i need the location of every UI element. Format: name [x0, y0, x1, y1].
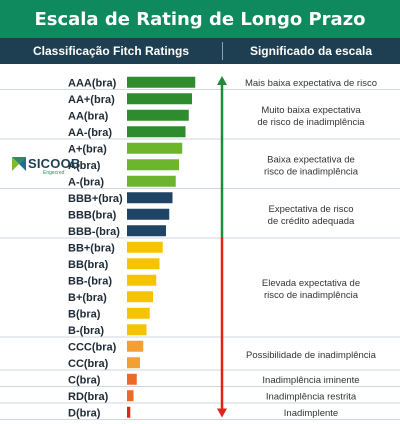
meaning-label: Inadimplência restrita: [266, 391, 357, 402]
sicoob-logo-subtitle: Engecred: [43, 170, 65, 176]
rating-bar: [127, 159, 179, 171]
meaning-label: de crédito adequada: [268, 216, 355, 227]
rating-label: B(bra): [68, 308, 101, 320]
rating-label: BBB-(bra): [68, 226, 120, 238]
arrow-down-icon: [217, 408, 227, 418]
meaning-label: Elevada expectativa de: [262, 278, 360, 289]
rating-label: D(bra): [68, 407, 101, 419]
rating-label: AAA(bra): [68, 77, 117, 89]
rating-bar: [127, 274, 157, 286]
meaning-label: de risco de inadimplência: [257, 117, 365, 128]
rating-bar: [127, 93, 192, 105]
meaning-label: risco de inadimplência: [264, 166, 359, 177]
meaning-label: Inadimplente: [284, 408, 338, 419]
meaning-label: Possibilidade de inadimplência: [246, 350, 377, 361]
rating-label: AA+(bra): [68, 94, 115, 106]
rating-bar: [127, 142, 183, 154]
rating-label: CC(bra): [68, 358, 109, 370]
sicoob-logo: SICOOB Engecred: [12, 156, 80, 176]
header-divider: [222, 42, 223, 60]
page-title: Escala de Rating de Longo Prazo: [0, 0, 400, 38]
rating-label: A+(bra): [68, 143, 107, 155]
rating-bar: [127, 357, 140, 369]
rating-label: BBB+(bra): [68, 193, 123, 205]
rating-label: B-(bra): [68, 325, 104, 337]
rating-label: C(bra): [68, 374, 101, 386]
rating-bar: [127, 241, 163, 253]
rating-bar: [127, 76, 196, 88]
rating-label: A-(bra): [68, 176, 104, 188]
rating-label: AA(bra): [68, 110, 109, 122]
rating-bar: [127, 340, 144, 352]
rating-label: A(bra): [68, 160, 101, 172]
rating-bar: [127, 373, 137, 385]
rating-label: BBB(bra): [68, 209, 117, 221]
rating-label: AA-(bra): [68, 127, 112, 139]
meaning-label: Mais baixa expectativa de risco: [245, 78, 377, 89]
meaning-label: Muito baixa expectativa: [261, 105, 361, 116]
rating-label: CCC(bra): [68, 341, 117, 353]
rating-bar: [127, 225, 166, 237]
rating-label: B+(bra): [68, 292, 107, 304]
arrow-up-icon: [217, 76, 227, 85]
meaning-label: Inadimplência iminente: [262, 375, 359, 386]
rating-chart: AAA(bra) AA+(bra) AA(bra) AA-(bra) A+(bra) A(…: [0, 76, 400, 420]
rating-label: BB+(bra): [68, 242, 115, 254]
rating-bar: [127, 390, 134, 402]
column-header-meaning: Significado da escala: [249, 44, 373, 58]
rating-bar: [127, 324, 147, 336]
rating-bar: [127, 406, 131, 418]
table-header: Classificação Fitch Ratings Significado …: [0, 38, 400, 64]
column-header-rating: Classificação Fitch Ratings: [32, 44, 190, 58]
meaning-label: Baixa expectativa de: [267, 154, 355, 165]
rating-label: RD(bra): [68, 391, 109, 403]
sicoob-logo-icon: [12, 157, 26, 171]
rating-label: BB-(bra): [68, 275, 112, 287]
sicoob-logo-text: SICOOB: [28, 156, 81, 171]
rating-bar: [127, 175, 176, 187]
rating-bar: [127, 208, 170, 220]
rating-label: BB(bra): [68, 259, 109, 271]
meaning-label: risco de inadimplência: [264, 290, 359, 301]
rating-bar: [127, 126, 186, 138]
meaning-label: Expectativa de risco: [268, 204, 353, 215]
rating-bar: [127, 291, 153, 303]
rating-bar: [127, 307, 150, 319]
rating-bar: [127, 192, 173, 204]
rating-bar: [127, 109, 189, 121]
rating-bar: [127, 258, 160, 270]
